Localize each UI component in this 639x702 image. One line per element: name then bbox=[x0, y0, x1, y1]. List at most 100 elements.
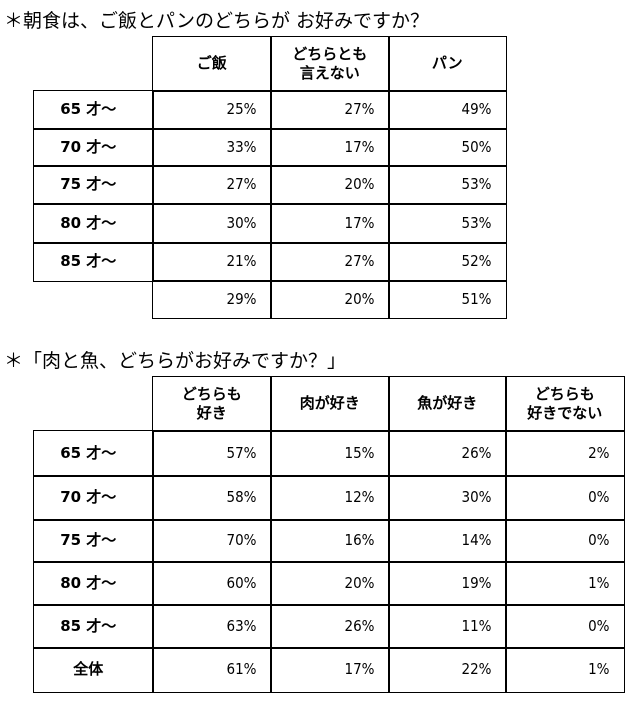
table-cell-text: 26% bbox=[461, 443, 492, 462]
table-cell-text: 50% bbox=[461, 137, 492, 156]
row-label-text: 75 才～ bbox=[60, 175, 117, 194]
column-header: パン bbox=[388, 36, 507, 92]
table-cell: 11% bbox=[388, 604, 507, 649]
table-cell-text: 16% bbox=[344, 531, 375, 550]
row-label: 85 才～ bbox=[33, 604, 154, 649]
table-cell: 17% bbox=[270, 203, 390, 244]
table-cell-text: 57% bbox=[226, 443, 257, 462]
column-header-text: 肉が好き bbox=[299, 394, 360, 413]
table-cell: 26% bbox=[388, 430, 507, 477]
row-label-text: 全体 bbox=[73, 660, 104, 679]
table-cell: 0% bbox=[505, 475, 625, 521]
table-cell-text: 27% bbox=[344, 252, 375, 271]
table-cell-text: 1% bbox=[588, 660, 610, 679]
table-cell: 52% bbox=[388, 242, 507, 282]
table-cell: 0% bbox=[505, 604, 625, 649]
table-cell: 17% bbox=[270, 647, 390, 693]
row-label-text: 85 才～ bbox=[60, 252, 117, 271]
table-cell: 63% bbox=[152, 604, 272, 649]
row-label: 65 才～ bbox=[33, 430, 154, 477]
table-cell-text: 63% bbox=[226, 616, 257, 635]
table-cell: 33% bbox=[152, 128, 272, 167]
table-cell: 58% bbox=[152, 475, 272, 521]
table-cell-text: 21% bbox=[226, 252, 257, 271]
table-cell: 70% bbox=[152, 519, 272, 563]
table-cell-text: 17% bbox=[344, 213, 375, 232]
table-cell-text: 49% bbox=[461, 100, 492, 119]
row-label: 70 才～ bbox=[33, 475, 154, 521]
table-cell-text: 22% bbox=[461, 660, 492, 679]
table-cell-text: 0% bbox=[588, 488, 610, 507]
table-cell: 61% bbox=[152, 647, 272, 693]
table-cell: 22% bbox=[388, 647, 507, 693]
table-cell: 14% bbox=[388, 519, 507, 563]
table-cell-text: 30% bbox=[461, 488, 492, 507]
table-cell-text: 33% bbox=[226, 137, 257, 156]
table-cell: 49% bbox=[388, 90, 507, 130]
row-label-text: 70 才～ bbox=[60, 488, 117, 507]
table-cell: 30% bbox=[388, 475, 507, 521]
table-cell-text: 29% bbox=[226, 289, 257, 308]
table-cell: 19% bbox=[388, 561, 507, 606]
row-label-text: 75 才～ bbox=[60, 531, 117, 550]
table-cell-text: 61% bbox=[226, 660, 257, 679]
row-label-text: 80 才～ bbox=[60, 573, 117, 592]
column-header: どちらも 好きでない bbox=[505, 376, 625, 432]
table-cell: 53% bbox=[388, 165, 507, 205]
row-label: 85 才～ bbox=[33, 242, 154, 282]
table-cell: 57% bbox=[152, 430, 272, 477]
row-label: 80 才～ bbox=[33, 561, 154, 606]
table-cell-text: 1% bbox=[588, 573, 610, 592]
table-cell: 50% bbox=[388, 128, 507, 167]
row-label: 80 才～ bbox=[33, 203, 154, 244]
table-cell: 12% bbox=[270, 475, 390, 521]
table-cell: 0% bbox=[505, 519, 625, 563]
table-cell: 20% bbox=[270, 280, 390, 319]
table-cell: 60% bbox=[152, 561, 272, 606]
row-label-text: 80 才～ bbox=[60, 213, 117, 232]
table-cell: 27% bbox=[270, 242, 390, 282]
table-cell-text: 20% bbox=[344, 289, 375, 308]
table2-title: ＊「肉と魚、どちらがお好みですか？」 bbox=[4, 350, 347, 372]
table-cell: 29% bbox=[152, 280, 272, 319]
table-cell-text: 53% bbox=[461, 213, 492, 232]
table-cell-text: 11% bbox=[461, 616, 492, 635]
column-header-line: 好きでない bbox=[527, 403, 603, 422]
table-cell-text: 19% bbox=[461, 573, 492, 592]
table-cell-text: 0% bbox=[588, 616, 610, 635]
table-cell-text: 70% bbox=[226, 531, 257, 550]
row-label: 75 才～ bbox=[33, 519, 154, 563]
table-cell-text: 51% bbox=[461, 289, 492, 308]
column-header: どちらとも 言えない bbox=[270, 36, 390, 92]
row-label: 70 才～ bbox=[33, 128, 154, 167]
table-cell: 1% bbox=[505, 647, 625, 693]
column-header-line: どちらも bbox=[181, 385, 242, 403]
column-header-line: 言えない bbox=[299, 63, 360, 82]
row-label-text: 85 才～ bbox=[60, 616, 117, 635]
row-label: 75 才～ bbox=[33, 165, 154, 205]
row-label-text: 65 才～ bbox=[60, 443, 117, 462]
table-cell-text: 0% bbox=[588, 531, 610, 550]
table-cell-text: 12% bbox=[344, 488, 375, 507]
table-cell: 26% bbox=[270, 604, 390, 649]
table-cell-text: 52% bbox=[461, 252, 492, 271]
table-cell: 30% bbox=[152, 203, 272, 244]
column-header: ご飯 bbox=[152, 36, 272, 92]
column-header-line: どちらとも bbox=[292, 45, 368, 63]
table-cell-text: 25% bbox=[226, 100, 257, 119]
column-header-line: どちらも bbox=[534, 385, 595, 403]
table-cell: 2% bbox=[505, 430, 625, 477]
table-cell: 20% bbox=[270, 561, 390, 606]
table-cell: 16% bbox=[270, 519, 390, 563]
table-cell-text: 60% bbox=[226, 573, 257, 592]
table-cell: 25% bbox=[152, 90, 272, 130]
table-cell-text: 15% bbox=[344, 443, 375, 462]
column-header-text: 魚が好き bbox=[417, 394, 478, 413]
table-cell-text: 58% bbox=[226, 488, 257, 507]
row-label-text: 70 才～ bbox=[60, 137, 117, 156]
column-header-text: ご飯 bbox=[196, 54, 227, 73]
table-cell-text: 17% bbox=[344, 137, 375, 156]
table-cell: 51% bbox=[388, 280, 507, 319]
column-header-line: 好き bbox=[196, 403, 227, 422]
table-cell: 15% bbox=[270, 430, 390, 477]
